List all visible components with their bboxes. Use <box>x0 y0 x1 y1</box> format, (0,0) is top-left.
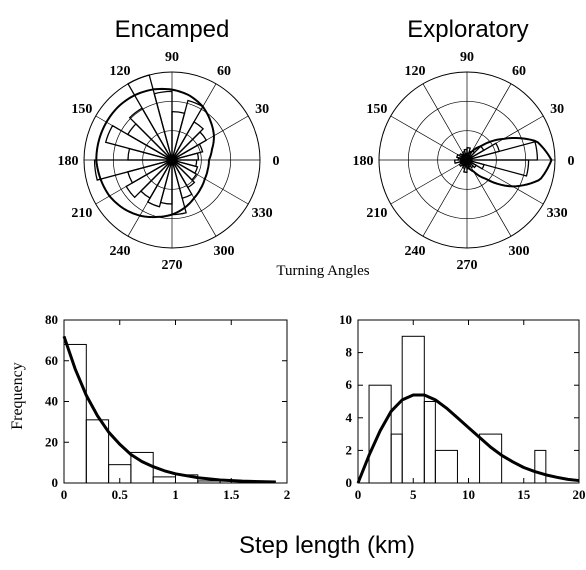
x-tick-label: 0.5 <box>112 487 129 502</box>
rose-bin-150-165 <box>104 124 173 161</box>
frequency-axis-label: Frequency <box>9 362 26 430</box>
histogram-bar-4 <box>152 476 176 484</box>
polar-angle-label-30: 30 <box>255 102 269 117</box>
polar-angle-label-150: 150 <box>366 102 387 117</box>
y-tick-label: 80 <box>45 312 58 327</box>
x-tick-label: 1.5 <box>223 487 240 502</box>
rose-bin-75-90 <box>466 147 471 161</box>
polar-angle-label-210: 210 <box>71 206 92 221</box>
y-tick-label: 2 <box>346 442 353 457</box>
x-tick-label: 5 <box>410 487 417 502</box>
rose-bin-240-255 <box>146 159 173 208</box>
polar-angle-label-30: 30 <box>550 102 564 117</box>
step-length-axis-label: Step length (km) <box>239 532 415 559</box>
rose-bin-90-105 <box>463 148 468 161</box>
polar-chart-encamped: 0 30 60 90 120 150 180 210 240 270 300 330 <box>58 50 280 273</box>
x-tick-label: 0 <box>355 487 362 502</box>
rose-bin-75-90 <box>171 110 186 161</box>
polar-angle-label-120: 120 <box>110 64 131 79</box>
density-curve <box>459 136 553 188</box>
rose-bin-180-195 <box>454 159 468 164</box>
histogram-bar-2 <box>390 433 403 484</box>
y-tick-label: 0 <box>52 475 59 490</box>
y-tick-label: 4 <box>346 410 353 425</box>
rose-bin-210-225 <box>458 159 468 168</box>
y-tick-label: 0 <box>346 475 353 490</box>
polar-angle-label-60: 60 <box>512 64 526 79</box>
y-tick-label: 10 <box>339 312 352 327</box>
polar-angle-label-180: 180 <box>58 154 79 169</box>
polar-angle-label-90: 90 <box>460 50 474 65</box>
polar-angle-label-180: 180 <box>353 154 374 169</box>
rose-bin-180-195 <box>93 159 173 181</box>
plot-frame <box>63 319 288 484</box>
y-tick-label: 6 <box>346 377 353 392</box>
y-tick-label: 8 <box>346 345 353 360</box>
rose-bin-120-135 <box>128 107 173 161</box>
x-tick-label: 0 <box>61 487 68 502</box>
polar-angle-label-90: 90 <box>165 50 179 65</box>
rose-bin-255-270 <box>463 159 468 173</box>
histogram-exploratory: 0 5 10 15 20 0 2 4 6 8 10 <box>339 312 586 502</box>
density-curve <box>95 87 215 219</box>
polar-angle-label-300: 300 <box>214 244 235 259</box>
x-tick-label: 2 <box>284 487 291 502</box>
polar-spoke-60 <box>466 83 512 161</box>
polar-spoke-210 <box>390 159 468 205</box>
y-tick-label: 20 <box>45 434 58 449</box>
x-tick-label: 15 <box>517 487 531 502</box>
polar-angle-label-270: 270 <box>162 258 183 273</box>
polar-angle-label-240: 240 <box>405 244 426 259</box>
rose-bin-330-345 <box>171 159 199 175</box>
histogram-bar-5 <box>434 449 458 484</box>
rose-bin-15-30 <box>466 142 501 161</box>
rose-bin-285-300 <box>171 159 193 200</box>
polar-angle-label-300: 300 <box>509 244 530 259</box>
histogram-bar-11 <box>534 449 547 484</box>
rose-bin-300-315 <box>171 159 196 189</box>
polar-angle-label-270: 270 <box>457 258 478 273</box>
polar-angle-label-150: 150 <box>71 102 92 117</box>
histogram-bar-4 <box>423 401 436 484</box>
polar-center <box>169 157 175 163</box>
polar-spoke-150 <box>390 115 468 161</box>
polar-angle-label-210: 210 <box>366 206 387 221</box>
polar-chart-exploratory: 0 30 60 90 120 150 180 210 240 270 300 330 <box>353 50 575 273</box>
x-tick-label: 10 <box>462 487 475 502</box>
x-tick-label: 20 <box>573 487 586 502</box>
rose-bin-315-330 <box>171 159 198 181</box>
polar-angle-label-120: 120 <box>405 64 426 79</box>
polar-spoke-120 <box>422 83 468 161</box>
polar-center <box>464 157 470 163</box>
rose-bin-345-360 <box>171 159 198 168</box>
y-tick-label: 40 <box>45 394 58 409</box>
x-tick-label: 1 <box>172 487 179 502</box>
polar-spoke-240 <box>422 159 468 237</box>
polar-angle-label-0: 0 <box>273 154 280 169</box>
polar-angle-label-60: 60 <box>217 64 231 79</box>
histogram-bar-3 <box>401 335 425 484</box>
polar-title-encamped: Encamped <box>115 16 230 43</box>
polar-angle-label-240: 240 <box>110 244 131 259</box>
rose-bin-210-225 <box>125 159 173 199</box>
rose-bin-105-120 <box>461 150 468 161</box>
rose-bin-345-360 <box>466 159 530 177</box>
y-tick-label: 60 <box>45 353 58 368</box>
polar-angle-label-0: 0 <box>568 154 575 169</box>
polar-angle-label-330: 330 <box>547 206 568 221</box>
rose-bin-105-120 <box>127 74 173 161</box>
fit-curve <box>356 393 580 484</box>
turning-angles-label: Turning Angles <box>276 263 369 279</box>
rose-bin-150-165 <box>456 153 468 161</box>
polar-title-exploratory: Exploratory <box>407 16 528 43</box>
polar-angle-label-330: 330 <box>252 206 273 221</box>
fit-curve <box>62 335 276 484</box>
